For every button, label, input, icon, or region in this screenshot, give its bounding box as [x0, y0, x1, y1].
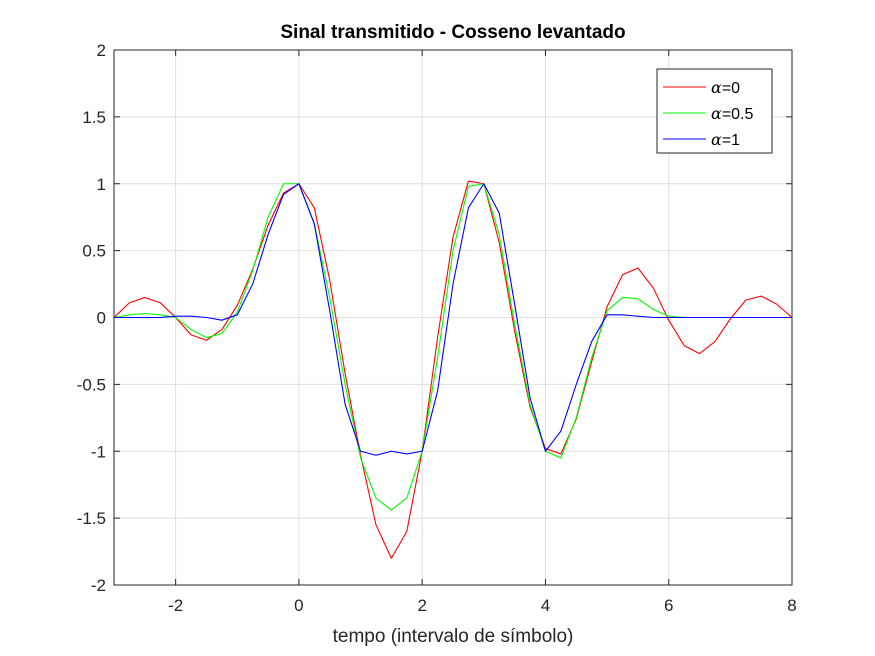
legend-alpha-symbol: α — [711, 130, 722, 149]
x-tick-label: -2 — [168, 596, 183, 615]
x-axis-label: tempo (intervalo de símbolo) — [333, 626, 574, 647]
x-tick-labels: -2 0 2 4 6 8 — [168, 596, 797, 615]
series-line-1 — [113, 180, 793, 559]
chart-title: Sinal transmitido - Cosseno levantado — [280, 22, 625, 43]
y-tick-labels: -2 -1.5 -1 -0.5 0 0.5 1 1.5 2 — [77, 41, 106, 595]
series-line-2 — [113, 183, 792, 511]
y-tick-label: -1 — [91, 442, 106, 461]
legend-entry-label: =0 — [722, 80, 740, 97]
series-lines — [113, 180, 793, 559]
series-2 — [113, 183, 792, 511]
x-tick-label: 4 — [541, 596, 550, 615]
x-tick-label: 0 — [294, 596, 303, 615]
y-tick-label: -2 — [91, 576, 106, 595]
x-tick-label: 8 — [787, 596, 796, 615]
series-1 — [113, 180, 793, 559]
x-tick-label: 6 — [664, 596, 673, 615]
y-tick-label: 0 — [97, 309, 106, 328]
y-tick-label: 2 — [97, 41, 106, 60]
legend-entry-2: α=0.5 — [711, 104, 754, 123]
legend-entry-3: α=1 — [711, 130, 740, 149]
y-tick-label: 1.5 — [82, 108, 106, 127]
legend-entry-1: α=0 — [711, 78, 740, 97]
series-3 — [114, 183, 792, 456]
legend-entry-label: =1 — [722, 132, 740, 149]
y-tick-label: -0.5 — [77, 375, 106, 394]
legend-entry-label: =0.5 — [722, 106, 754, 123]
y-tick-label: 1 — [97, 175, 106, 194]
legend: α=0α=0.5α=1 — [656, 68, 773, 154]
legend-alpha-symbol: α — [711, 104, 722, 123]
x-tick-label: 2 — [417, 596, 426, 615]
y-tick-label: 0.5 — [82, 242, 106, 261]
y-tick-label: -1.5 — [77, 509, 106, 528]
legend-alpha-symbol: α — [711, 78, 722, 97]
series-line-3 — [114, 183, 792, 456]
